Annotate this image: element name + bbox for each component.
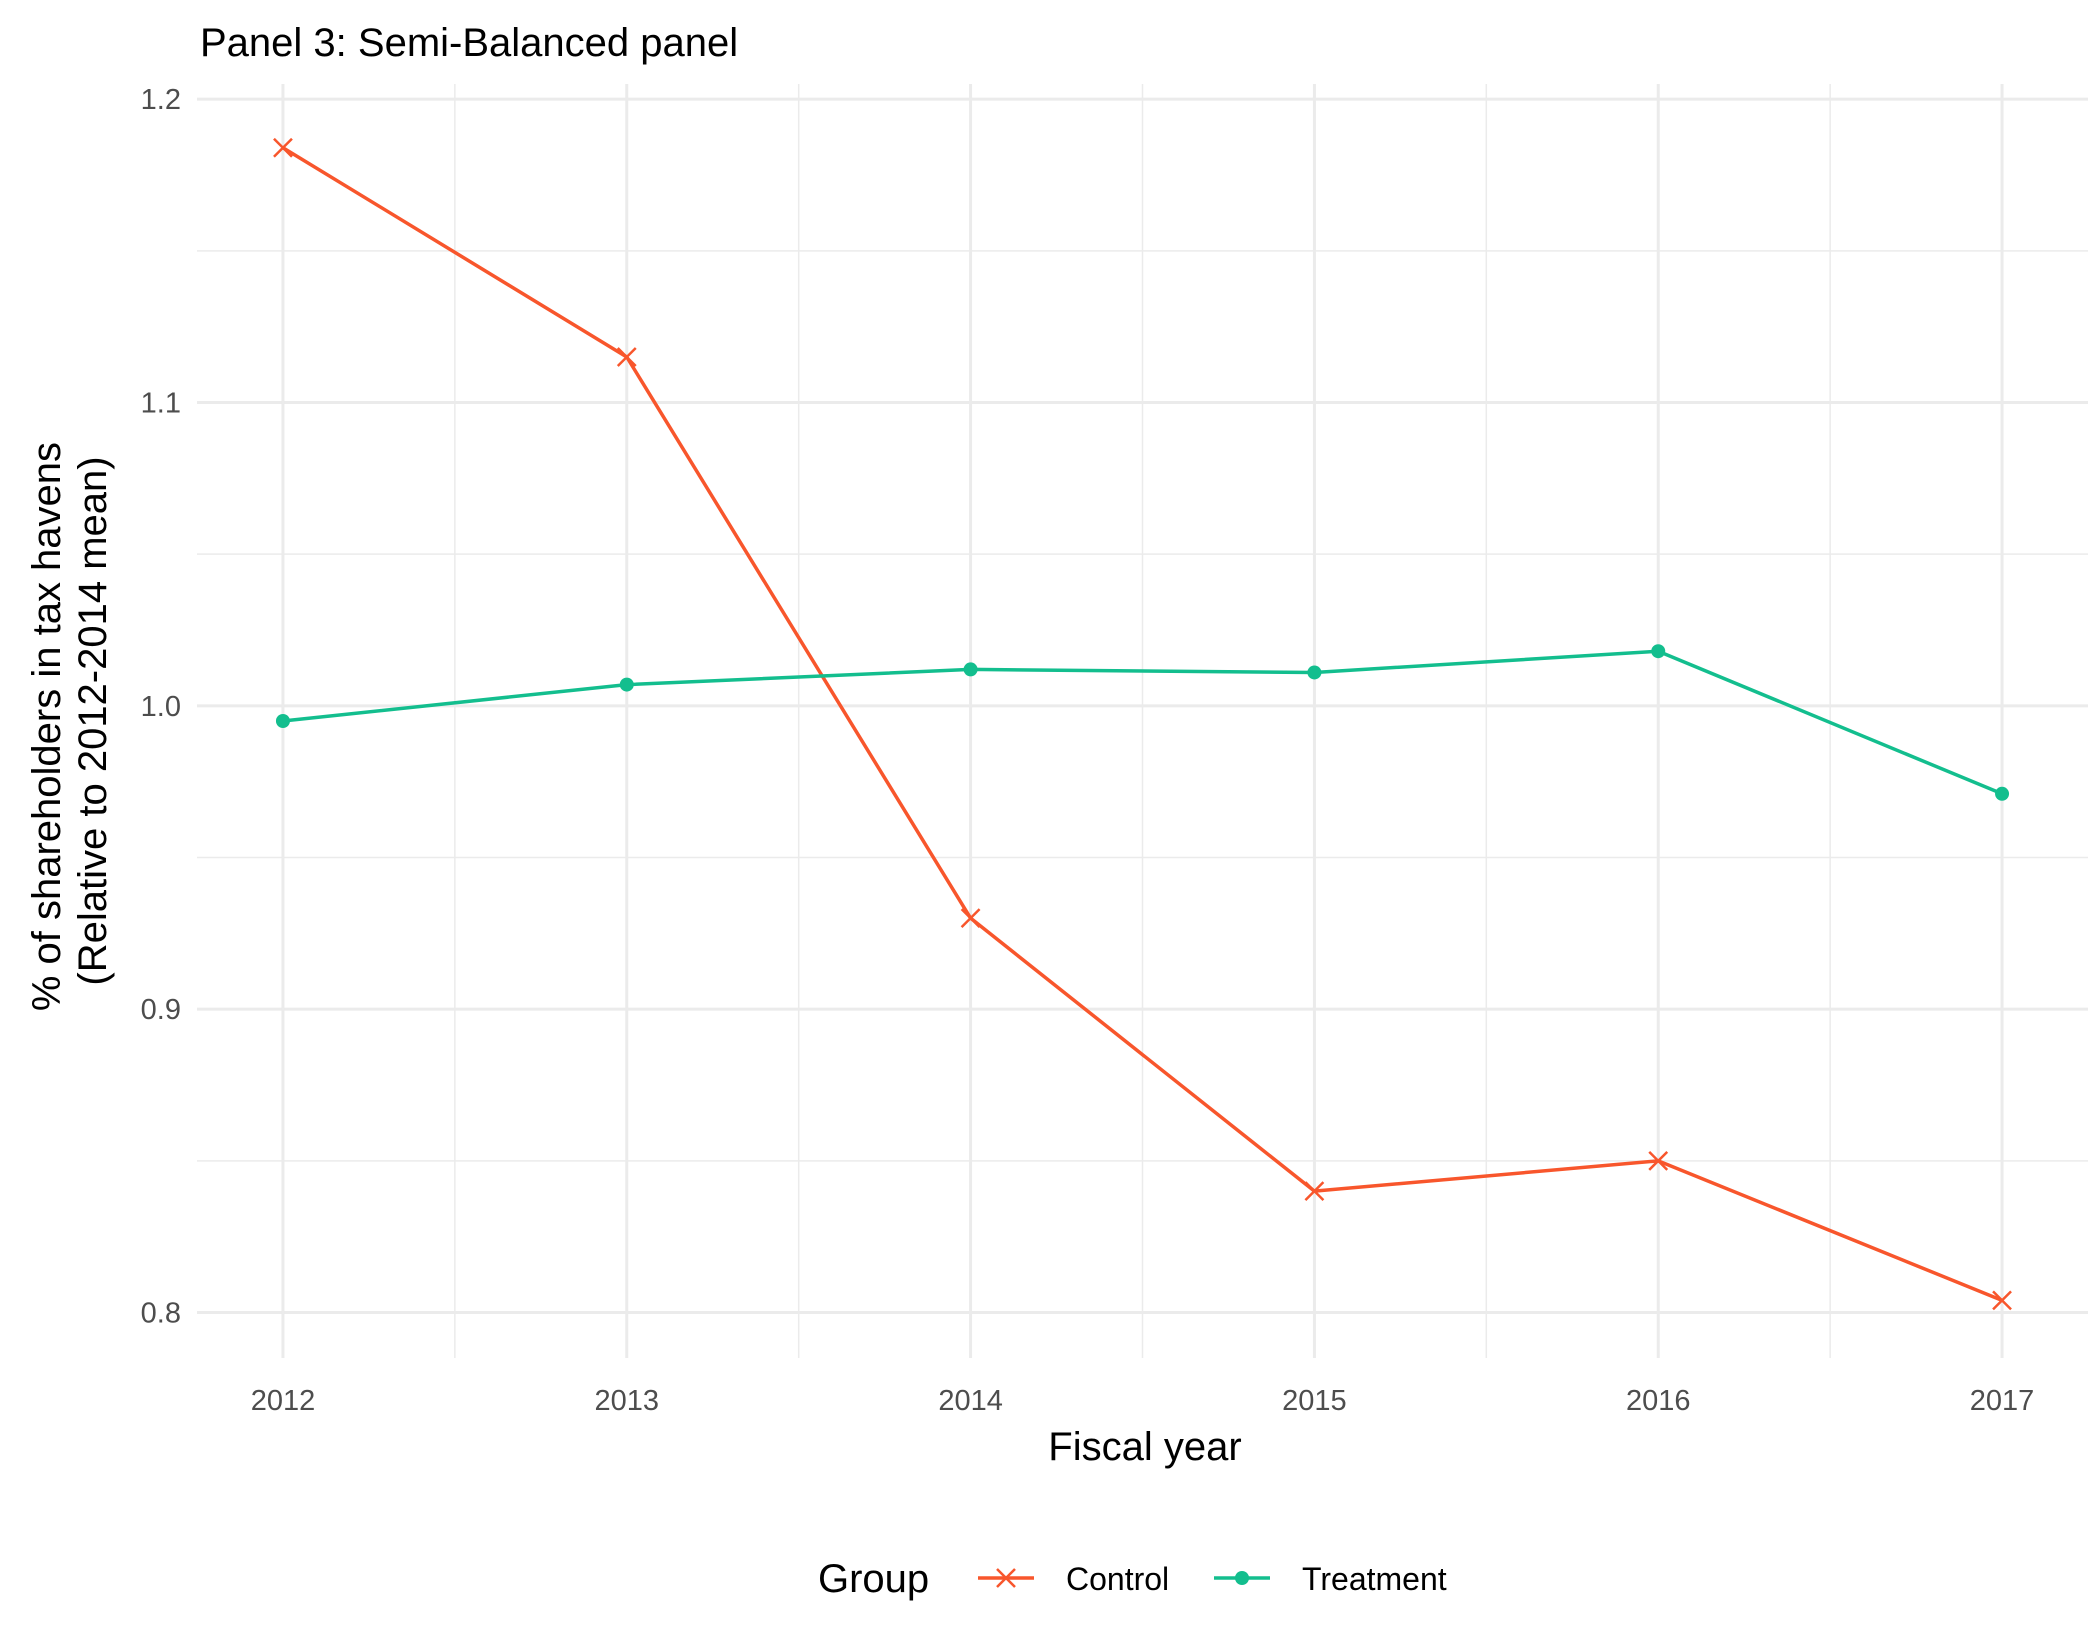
control-point bbox=[1648, 1150, 1669, 1171]
treatment-point bbox=[963, 662, 978, 677]
legend-title: Group bbox=[818, 1557, 929, 1601]
x-tick-label: 2016 bbox=[1626, 1385, 1691, 1417]
control-point bbox=[1992, 1290, 2012, 1311]
legend-item-control: Control bbox=[978, 1561, 1169, 1597]
y-axis-title-line-2: (Relative to 2012-2014 mean) bbox=[71, 456, 115, 985]
y-tick-label: 1.2 bbox=[141, 84, 181, 116]
y-tick-label: 0.9 bbox=[141, 994, 181, 1026]
grid bbox=[197, 84, 2088, 1358]
chart-title: Panel 3: Semi-Balanced panel bbox=[200, 21, 738, 65]
y-tick-label: 1.1 bbox=[141, 388, 181, 420]
x-tick-label: 2012 bbox=[251, 1385, 316, 1417]
control-point bbox=[960, 908, 981, 929]
series-lines bbox=[273, 137, 2012, 1311]
legend: Group Control Treatment bbox=[818, 1557, 1447, 1601]
series-control bbox=[273, 137, 2012, 1311]
y-axis-title-line-1: % of shareholders in tax havens bbox=[25, 442, 69, 1011]
y-axis-title: % of shareholders in tax havens (Relativ… bbox=[25, 431, 115, 1011]
y-tick-label: 1.0 bbox=[141, 691, 181, 723]
treatment-point bbox=[619, 677, 634, 692]
legend-key-marker bbox=[996, 1568, 1016, 1588]
control-point bbox=[1304, 1181, 1325, 1202]
treatment-line bbox=[282, 649, 2003, 796]
control-point bbox=[616, 347, 637, 367]
treatment-point bbox=[1995, 786, 2010, 801]
x-tick-label: 2017 bbox=[1970, 1385, 2035, 1417]
legend-label-control: Control bbox=[1066, 1561, 1169, 1597]
series-treatment bbox=[275, 644, 2010, 801]
x-tick-labels: 2012 2013 2014 2015 2016 2017 bbox=[251, 1385, 2035, 1417]
treatment-point bbox=[1307, 665, 1322, 680]
legend-item-treatment: Treatment bbox=[1214, 1561, 1447, 1597]
control-point bbox=[273, 137, 293, 158]
legend-items: Control Treatment bbox=[978, 1561, 1447, 1597]
x-axis-title: Fiscal year bbox=[1048, 1425, 1241, 1469]
treatment-point bbox=[1651, 644, 1666, 659]
y-tick-label: 0.8 bbox=[141, 1298, 181, 1330]
control-line bbox=[282, 146, 2003, 1302]
legend-key-marker bbox=[1235, 1571, 1249, 1585]
legend-label-treatment: Treatment bbox=[1302, 1561, 1447, 1597]
y-tick-labels: 0.8 0.9 1.0 1.1 1.2 bbox=[141, 84, 181, 1329]
x-tick-label: 2015 bbox=[1282, 1385, 1347, 1417]
x-tick-label: 2013 bbox=[595, 1385, 660, 1417]
treatment-point bbox=[275, 714, 290, 728]
x-tick-label: 2014 bbox=[938, 1385, 1003, 1417]
